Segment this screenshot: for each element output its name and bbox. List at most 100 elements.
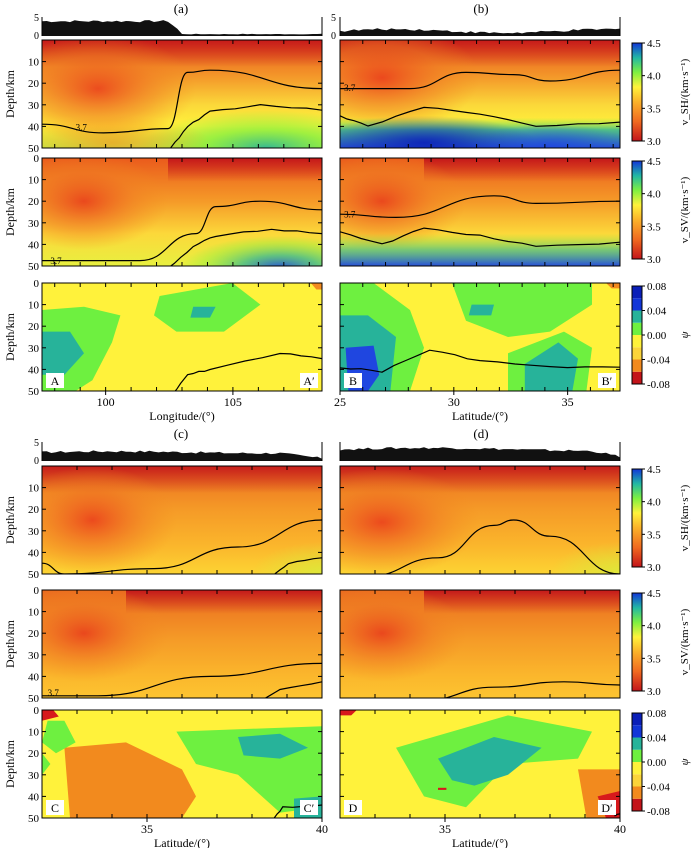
x-tick-label: 105 bbox=[224, 395, 242, 409]
colorbar-tick-label: 3.0 bbox=[647, 562, 661, 574]
profile-label-box bbox=[300, 373, 318, 388]
contour-band bbox=[64, 742, 197, 818]
contour-lines bbox=[442, 681, 620, 698]
colorbar-label: v_SV/(km·s⁻¹) bbox=[679, 176, 691, 243]
contour-band bbox=[42, 710, 59, 721]
contour-band bbox=[468, 304, 494, 316]
contour-value-label: 3.7 bbox=[344, 209, 356, 219]
contour-3.7-line bbox=[383, 519, 620, 574]
elevation-tick-label: 0 bbox=[34, 456, 39, 467]
profile-end-label: D′ bbox=[601, 801, 613, 815]
depth-tick-label: 30 bbox=[28, 218, 40, 230]
colorbar-tick-label: 4.0 bbox=[647, 71, 661, 83]
colorbar-tick-label: 4.5 bbox=[647, 464, 661, 476]
colorbar-bin bbox=[632, 310, 642, 323]
x-tick-label: 40 bbox=[614, 822, 626, 836]
depth-tick-label: 20 bbox=[28, 504, 40, 516]
contour-3.7-line bbox=[42, 69, 322, 134]
colorbar-gradient bbox=[632, 161, 642, 259]
elevation-tick-label: 0 bbox=[331, 31, 336, 42]
contour-band bbox=[310, 283, 322, 290]
colorbar-frame bbox=[631, 592, 643, 692]
profile-end-label: B′ bbox=[602, 374, 613, 388]
depth-tick-label: 20 bbox=[28, 321, 40, 333]
colorbar-tick-label: -0.08 bbox=[647, 379, 670, 391]
elevation-tick-label: 5 bbox=[34, 13, 39, 24]
colorbar-label: ψ bbox=[679, 331, 691, 338]
colorbar-label: v_SH/(km·s⁻¹) bbox=[679, 484, 691, 551]
panel-letter-a: (a) bbox=[174, 1, 188, 16]
depth-tick-label: 20 bbox=[28, 78, 40, 90]
contour-value-label: 3.7 bbox=[50, 256, 62, 266]
heatmap-fill bbox=[340, 283, 620, 391]
depth-tick-label: 10 bbox=[28, 57, 40, 69]
depth-tick-label: 10 bbox=[28, 175, 40, 187]
depth-tick-label: 40 bbox=[28, 547, 40, 559]
contour-lines bbox=[340, 69, 620, 127]
colorbar-bin bbox=[632, 762, 642, 775]
moho-line bbox=[614, 813, 620, 817]
colorbar-bin bbox=[632, 737, 642, 750]
colorbar-frame bbox=[631, 468, 643, 568]
heatmap-fill bbox=[340, 710, 620, 818]
y-axis-label: Depth/km bbox=[3, 495, 17, 544]
colorbar-tick-label: 4.0 bbox=[647, 621, 661, 633]
panel-frame bbox=[339, 157, 621, 267]
profile-label-box bbox=[300, 800, 318, 815]
depth-tick-label: 40 bbox=[28, 671, 40, 683]
depth-tick-label: 40 bbox=[28, 121, 40, 133]
contour-lines bbox=[340, 195, 620, 247]
depth-tick-label: 50 bbox=[28, 693, 40, 705]
colorbar-tick-label: 3.5 bbox=[647, 653, 661, 665]
colorbar-bin bbox=[632, 725, 642, 738]
profile-label-box bbox=[46, 800, 64, 815]
depth-tick-label: 20 bbox=[28, 628, 40, 640]
contour-value-label: 3.7 bbox=[48, 688, 60, 698]
contour-band bbox=[42, 720, 76, 754]
profile-label-box bbox=[46, 373, 64, 388]
x-tick-label: 35 bbox=[141, 822, 153, 836]
moho-line bbox=[340, 106, 620, 127]
x-tick-label: 35 bbox=[439, 822, 451, 836]
colorbar-bin bbox=[632, 347, 642, 360]
contour-3.7-line bbox=[442, 681, 620, 698]
colorbar-tick-label: 0.00 bbox=[647, 757, 667, 769]
contour-band bbox=[438, 737, 542, 786]
contour-3.7-line bbox=[340, 195, 620, 219]
contour-lines bbox=[340, 349, 620, 373]
y-axis-label: Depth/km bbox=[3, 619, 17, 668]
heatmap-fill bbox=[340, 590, 620, 698]
colorbar-label: v_SH/(km·s⁻¹) bbox=[679, 58, 691, 125]
contour-value-label: 3.7 bbox=[76, 123, 88, 133]
moho-line bbox=[169, 228, 322, 266]
colorbar-tick-label: -0.04 bbox=[647, 355, 670, 367]
x-tick-label: 35 bbox=[562, 395, 574, 409]
heatmap-fill bbox=[42, 466, 322, 574]
colorbar-tick-label: 4.5 bbox=[647, 38, 661, 50]
depth-tick-label: 30 bbox=[28, 343, 40, 355]
moho-line bbox=[273, 557, 322, 574]
profile-label-box bbox=[598, 373, 616, 388]
depth-tick-label: 40 bbox=[28, 791, 40, 803]
moho-line bbox=[263, 681, 322, 698]
colorbar-gradient bbox=[632, 593, 642, 691]
colorbar-label: v_SV/(km·s⁻¹) bbox=[679, 608, 691, 675]
panel-letter-c: (c) bbox=[174, 426, 188, 441]
colorbar-tick-label: 3.0 bbox=[647, 686, 661, 698]
x-axis-label: Latitude/(°) bbox=[452, 836, 508, 848]
profile-start-label: A bbox=[51, 374, 60, 388]
colorbar-bin bbox=[632, 298, 642, 311]
colorbar-tick-label: 3.5 bbox=[647, 103, 661, 115]
x-tick-label: 100 bbox=[97, 395, 115, 409]
heatmap-fill bbox=[42, 158, 322, 266]
moho-line bbox=[174, 352, 322, 391]
profile-label-box bbox=[344, 373, 362, 388]
heatmap-fill bbox=[340, 466, 620, 574]
colorbar-tick-label: 3.0 bbox=[647, 254, 661, 266]
x-axis-label: Latitude/(°) bbox=[154, 836, 210, 848]
elevation-profile bbox=[42, 450, 322, 461]
depth-tick-label: 50 bbox=[28, 569, 40, 581]
colorbar-tick-label: 4.0 bbox=[647, 189, 661, 201]
depth-tick-label: 10 bbox=[28, 727, 40, 739]
